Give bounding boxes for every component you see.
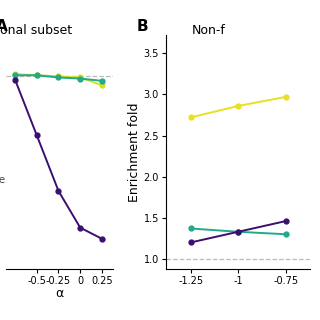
Y-axis label: Enrichment fold: Enrichment fold xyxy=(128,102,141,202)
X-axis label: α: α xyxy=(56,287,64,300)
Text: A: A xyxy=(0,19,7,34)
Text: Non-f: Non-f xyxy=(192,24,226,37)
Text: onal subset: onal subset xyxy=(0,24,72,37)
Text: vpe: vpe xyxy=(0,175,6,185)
Text: B: B xyxy=(137,19,149,34)
